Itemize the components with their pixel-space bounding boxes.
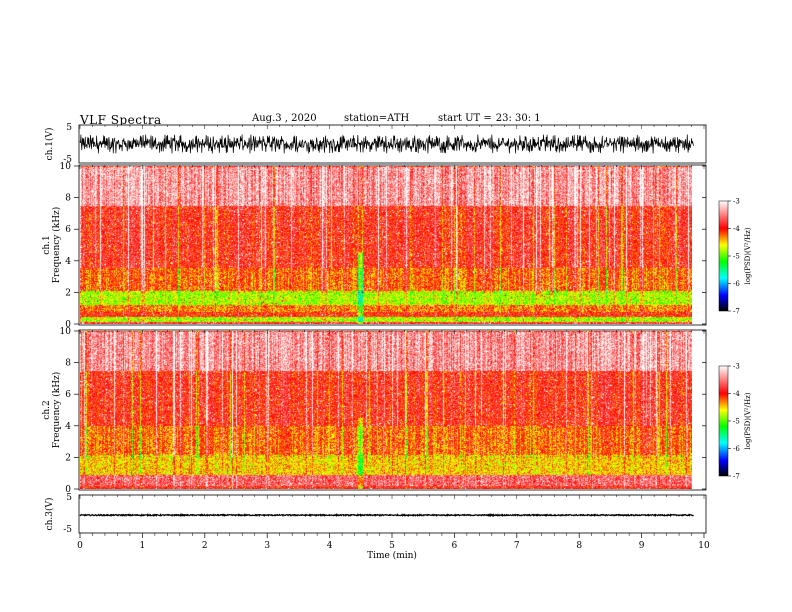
ch1-colorbar: -3 -4 -5 -6 -7 log(PSD)(V²/Hz) — [718, 198, 752, 316]
station-value: ATH — [387, 113, 410, 124]
time-axis: 0 1 2 3 4 5 6 7 8 9 10 — [77, 125, 710, 551]
time-tick-label: 7 — [514, 541, 520, 551]
ch3-ytick-bottom: -5 — [63, 525, 72, 535]
ch2-colorbar: -3 -4 -5 -6 -7 log(PSD)(V²/Hz) — [718, 363, 752, 481]
time-tick-label: 10 — [698, 541, 710, 551]
ch2-ytick-label: 6 — [65, 390, 71, 400]
ch2-ytick-label: 8 — [65, 359, 71, 369]
ch3-waveform-panel: 5 -5 ch.3(V) 0 1 2 3 4 5 6 7 8 9 10 Time (min) — [44, 125, 710, 561]
time-tick-label: 8 — [576, 541, 582, 551]
date-label: Aug.3 , 2020 — [252, 113, 317, 124]
ch2-colorbar-label: log(PSD)(V²/Hz) — [744, 392, 752, 449]
start-time-label: start UT = 23: 30: 1 — [438, 113, 545, 124]
ch3-waveform-trace — [79, 512, 694, 518]
ch1-colorbar-tick-label: -6 — [733, 280, 740, 288]
ch2-frequency-label: Frequency (kHz) — [51, 372, 62, 449]
ch1-ytick-label: 8 — [65, 194, 71, 204]
ch1-ytick-label: 10 — [60, 162, 72, 172]
ch1-ytick-bottom: -5 — [63, 155, 72, 165]
time-tick-label: 6 — [452, 541, 458, 551]
ch1-colorbar-ticks: -3 -4 -5 -6 -7 — [728, 198, 740, 316]
ch1-ytick-top: 5 — [66, 123, 72, 133]
ch2-ytick-label: 4 — [65, 422, 71, 432]
time-axis-label: Time (min) — [367, 550, 417, 561]
ch2-spectrogram-image — [80, 331, 692, 489]
ch1-spectrogram-panel: 0 2 4 6 8 10 ch.1 Frequency (kHz) — [42, 162, 707, 330]
ch2-spectrogram-panel: 0 2 4 6 8 10 ch.2 Frequency (kHz) — [42, 327, 707, 495]
time-tick-label: 5 — [389, 541, 395, 551]
ch2-yaxis: 0 2 4 6 8 10 — [60, 327, 706, 495]
ch1-ytick-label: 4 — [65, 257, 71, 267]
ch1-channel-label: ch.1 — [42, 235, 52, 254]
ch1-colorbar-label: log(PSD)(V²/Hz) — [744, 227, 752, 284]
station-label: station=ATH — [344, 113, 409, 124]
ch2-colorbar-ticks: -3 -4 -5 -6 -7 — [728, 363, 740, 481]
time-tick-label: 0 — [77, 541, 83, 551]
ch3-ylabel: ch.3(V) — [44, 498, 55, 531]
ch1-ytick-label: 2 — [65, 288, 71, 298]
ch2-ytick-label: 2 — [65, 453, 71, 463]
ch1-ytick-label: 0 — [65, 320, 71, 330]
ch1-ylabel: ch.1(V) — [44, 128, 55, 161]
ch2-ytick-label: 10 — [60, 327, 72, 337]
time-tick-label: 3 — [264, 541, 270, 551]
ch2-colorbar-tick-label: -7 — [733, 473, 740, 481]
time-tick-label: 4 — [327, 541, 333, 551]
ch1-yaxis: 0 2 4 6 8 10 — [60, 162, 706, 330]
ch1-waveform-trace — [79, 134, 694, 154]
ch2-colorbar-tick-label: -4 — [733, 390, 740, 398]
ch2-channel-label: ch.2 — [42, 400, 52, 419]
ch1-ytick-label: 6 — [65, 225, 71, 235]
ch1-colorbar-tick-label: -4 — [733, 225, 740, 233]
ch2-colorbar-tick-label: -3 — [733, 363, 740, 371]
start-value: 23: 30: 1 — [495, 113, 541, 124]
ch2-ytick-label: 0 — [65, 485, 71, 495]
ch3-ytick-top: 5 — [66, 493, 72, 503]
start-prefix: start UT = — [438, 113, 492, 124]
time-tick-label: 2 — [202, 541, 208, 551]
ch1-frequency-label: Frequency (kHz) — [51, 207, 62, 284]
ch2-colorbar-tick-label: -6 — [733, 445, 740, 453]
ch1-waveform-panel: 5 -5 ch.1(V) — [44, 123, 707, 165]
station-prefix: station= — [344, 113, 388, 124]
ch2-colorbar-tick-label: -5 — [733, 418, 740, 426]
ch1-colorbar-tick-label: -3 — [733, 198, 740, 206]
ch1-colorbar-tick-label: -5 — [733, 253, 740, 261]
ch1-colorbar-tick-label: -7 — [733, 308, 740, 316]
time-tick-label: 1 — [140, 541, 146, 551]
time-tick-label: 9 — [639, 541, 645, 551]
plot-title: VLF Spectra — [80, 113, 162, 127]
ch1-spectrogram-image — [80, 166, 692, 324]
